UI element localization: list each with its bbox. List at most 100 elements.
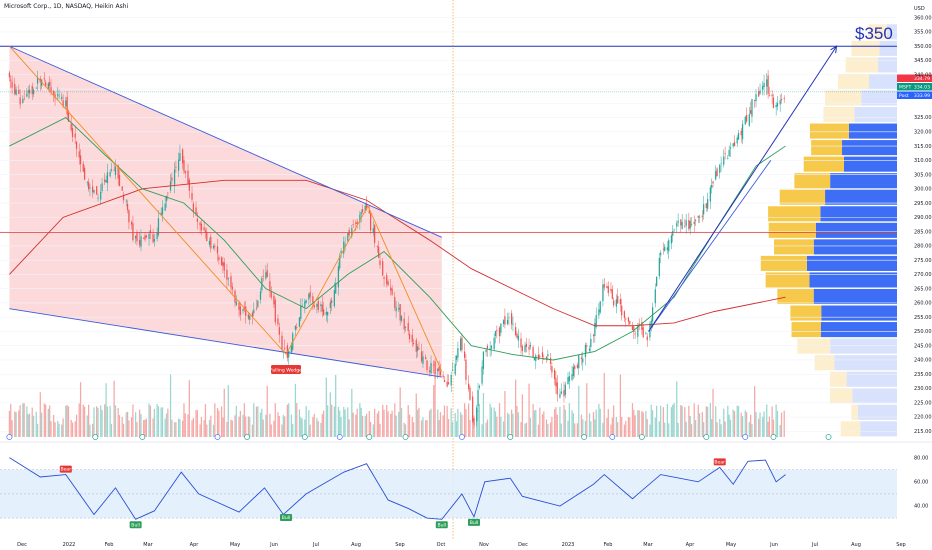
x-tick-label: Jul [811,542,818,548]
x-tick-label: Apr [686,542,696,548]
candle [49,82,51,87]
candle [500,323,502,333]
wedge-fill [9,46,442,378]
volume-bar [206,424,208,437]
event-marker [301,434,308,440]
candle [598,309,600,316]
volume-bar [126,411,129,437]
volume-bar [36,423,39,437]
candle [31,85,33,95]
volume-bar [74,421,76,437]
volume-bar [382,404,384,437]
volume-profile-up-bar [820,322,897,338]
candle [537,354,540,360]
volume-profile-down-bar [797,338,831,354]
volume-bar [602,422,604,437]
volume-bar [296,403,298,437]
volume-bar [783,410,785,437]
candle [28,89,31,94]
volume-bar [567,420,569,437]
candle [374,224,376,243]
volume-bar [723,408,725,437]
volume-bar [31,407,33,437]
volume-bar [145,418,147,437]
candle [110,169,113,171]
volume-bar [374,408,376,437]
candle [482,351,485,369]
volume-bar [446,405,448,437]
candle [754,100,756,101]
falling-wedge [9,46,442,378]
y-tick-label: 295.00 [914,201,932,207]
volume-bar [407,405,409,437]
candle [36,77,39,84]
volume-bar [27,414,29,437]
candle [183,160,185,172]
volume-bar [243,403,246,437]
candle [11,81,13,88]
candle [545,356,548,360]
candle [442,375,444,378]
volume-bars [8,373,785,437]
volume-bar [65,405,67,437]
candle [539,355,541,357]
volume-bar [192,418,194,437]
candle [239,306,241,315]
candle [249,315,251,320]
volume-bar [292,424,294,437]
volume-bar [688,405,690,437]
candle [93,190,95,193]
candle [694,219,697,221]
x-tick-label: Mar [643,542,653,548]
volume-bar [376,413,378,437]
candle [199,222,201,226]
rsi-tick-label: 60.00 [914,480,928,486]
event-marker [825,434,832,440]
volume-bar [649,424,651,437]
candle [15,89,17,96]
volume-bar [149,405,152,437]
volume-bar [43,403,45,437]
candle [512,323,514,325]
bull-marker-label: Bull [470,520,479,526]
volume-bar [736,405,738,437]
candle [697,215,699,218]
volume-bar [231,420,233,437]
volume-profile-up-bar [857,404,897,420]
wedge-upper-line [9,45,442,238]
chart-title: Microsoft Corp., 1D, NASDAQ, Heikin Ashi [4,3,129,10]
y-tick-label: 345.00 [914,58,932,64]
candle [733,141,736,147]
volume-profile-up-bar [879,40,897,56]
candle [274,300,276,323]
y-tick-label: 230.00 [914,386,932,392]
volume-bar [645,411,647,437]
volume-bar [658,421,660,437]
event-marker [92,434,99,440]
candle [627,317,630,322]
candle [476,407,478,422]
candle [455,356,458,360]
volume-bar [212,424,215,437]
candle [356,221,358,224]
candle [395,307,397,312]
candle [723,156,725,165]
volume-bar [574,423,576,437]
candle [438,366,440,371]
volume-bar [49,405,51,437]
candles [8,69,785,429]
x-tick-label: May [726,542,736,548]
candle [504,316,506,325]
candle [89,187,91,189]
candle [780,98,783,101]
candle [588,348,591,351]
target-arrow [648,45,837,332]
volume-bar [478,403,481,437]
candle [184,171,186,174]
candle [412,342,415,344]
candle [372,228,374,234]
long-moving-average [9,179,786,327]
volume-bar [646,419,648,437]
volume-bar [167,408,169,437]
